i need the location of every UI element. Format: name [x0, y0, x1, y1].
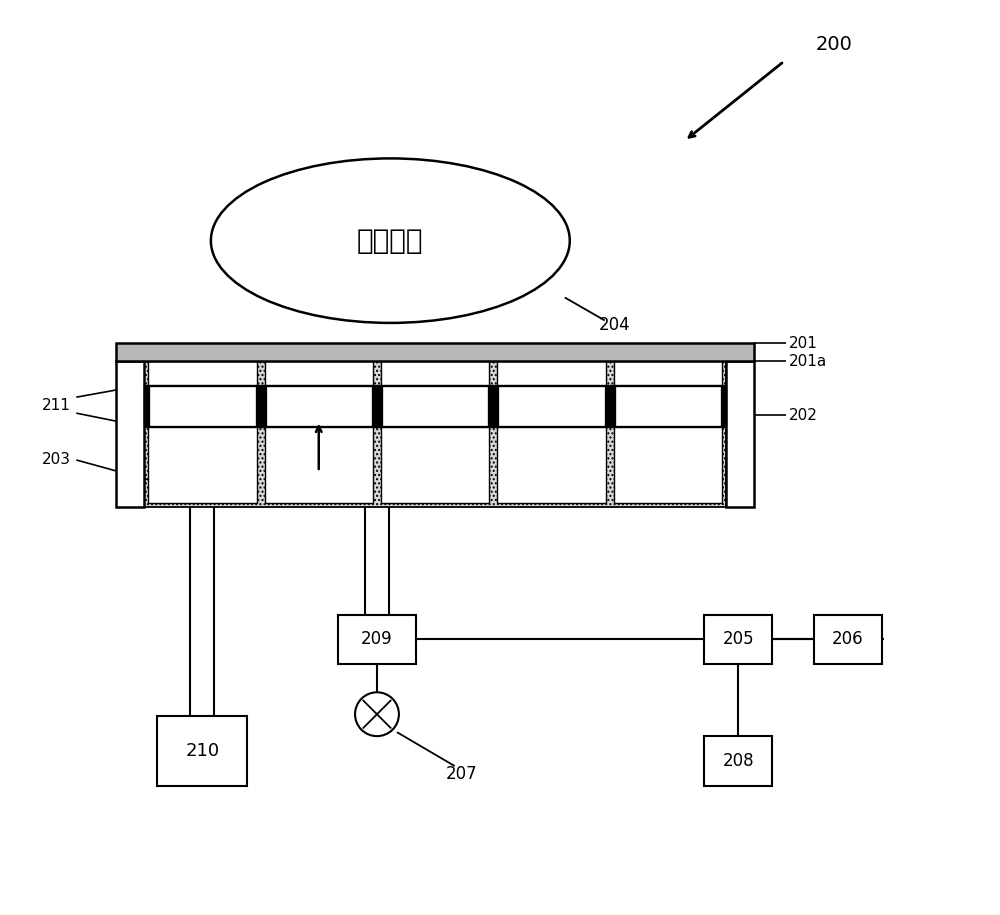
Text: 204: 204 [599, 317, 630, 334]
Text: 207: 207 [446, 765, 478, 783]
Ellipse shape [211, 158, 570, 323]
Bar [383, 387, 487, 425]
Bar [704, 737, 772, 786]
Text: 201: 201 [789, 336, 818, 350]
Text: 203: 203 [42, 453, 71, 468]
Bar [157, 716, 247, 786]
Circle shape [355, 693, 399, 737]
Bar [148, 361, 257, 503]
Bar [144, 385, 726, 426]
Text: 206: 206 [832, 630, 864, 649]
Text: 210: 210 [185, 742, 219, 760]
Bar [704, 615, 772, 664]
Text: 200: 200 [816, 35, 852, 54]
Bar [338, 615, 416, 664]
Text: 201a: 201a [789, 354, 827, 369]
Bar [116, 361, 144, 507]
Text: 等离子体: 等离子体 [357, 227, 424, 254]
Bar [116, 343, 754, 361]
Text: 202: 202 [789, 407, 818, 423]
Bar [726, 361, 754, 507]
Bar [144, 361, 726, 507]
Bar [616, 387, 720, 425]
Bar [265, 361, 373, 503]
Bar [814, 615, 882, 664]
Text: 209: 209 [361, 630, 393, 649]
Bar [381, 361, 489, 503]
Bar [267, 387, 371, 425]
Bar [497, 361, 606, 503]
Text: 208: 208 [722, 752, 754, 770]
Bar [614, 361, 722, 503]
Text: 211: 211 [42, 398, 71, 413]
Text: 205: 205 [722, 630, 754, 649]
Bar [499, 387, 604, 425]
Bar [150, 387, 255, 425]
